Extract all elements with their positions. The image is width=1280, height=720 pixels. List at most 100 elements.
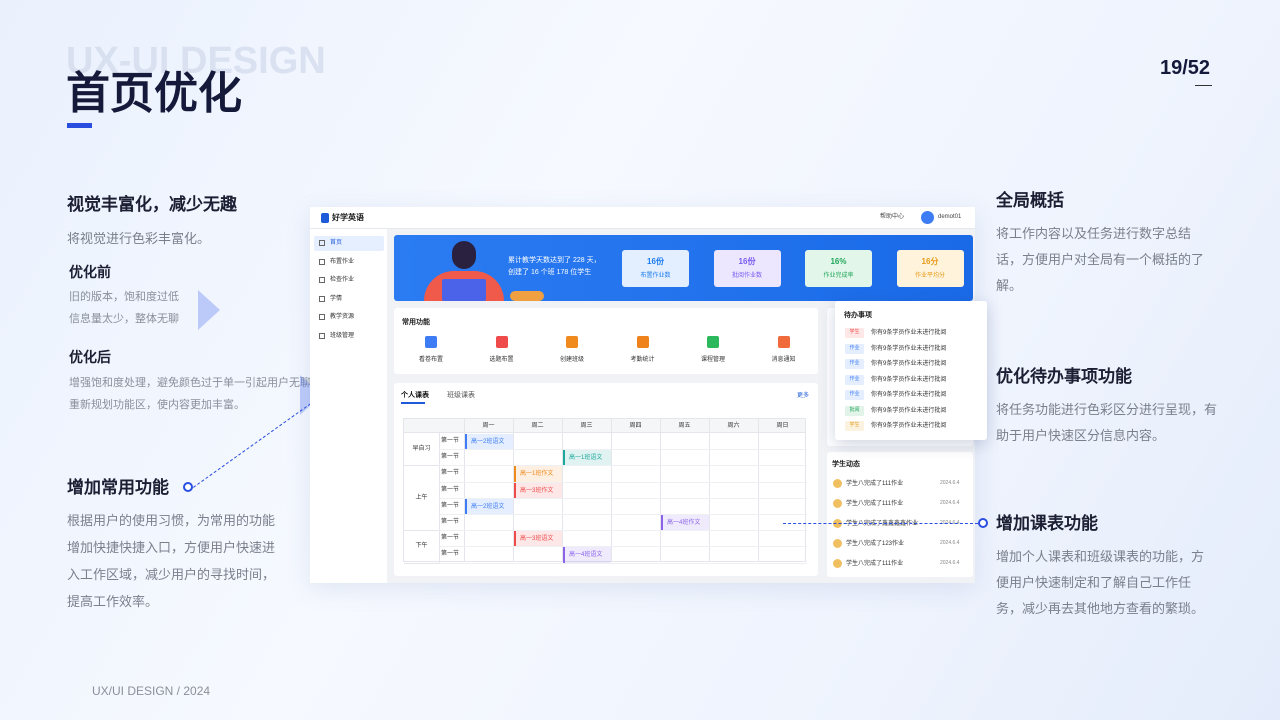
todo-text: 你有9条学员作业未进行批阅 (871, 361, 947, 367)
section-title: 增加课表功能 (996, 514, 1098, 533)
row-line (439, 562, 807, 564)
section-title: 增加常用功能 (67, 478, 169, 497)
tab: 班级课表 (447, 392, 475, 399)
menu-icon (319, 258, 325, 265)
row-line (439, 449, 807, 451)
col-line (464, 419, 465, 561)
activity-text: 学生八完成了111作业 (846, 561, 904, 567)
panel-title: 学生动态 (832, 461, 860, 468)
day-label: 周一 (482, 423, 495, 429)
shortcut-icon (425, 336, 437, 348)
stat-card: 16分 作业平均分 (896, 250, 964, 287)
activity-avatar (833, 499, 842, 508)
todo-tag: 作业 (845, 343, 864, 354)
course-text: 高一4班作文 (667, 520, 701, 526)
course-cell: 高一2班语文 (465, 434, 513, 450)
stat-label: 作业完成率 (823, 273, 854, 279)
table-header (404, 419, 805, 433)
course-cell: 高一4班作文 (661, 515, 709, 531)
todo-tag: 作业 (845, 374, 864, 385)
day-label: 周二 (531, 423, 544, 429)
topbar (310, 207, 975, 229)
stat-value: 16份 (647, 257, 664, 266)
course-text: 高一2班语文 (471, 503, 505, 510)
shortcut-label: 考勤统计 (630, 357, 655, 363)
menu-icon (319, 277, 325, 283)
shortcut-label: 看卷布置 (418, 357, 443, 363)
connector (783, 523, 978, 524)
period-label: 第一节 (441, 438, 460, 444)
arrow (198, 290, 220, 330)
slide-title: 首页优化 (66, 69, 242, 118)
dot (183, 482, 193, 492)
course-text: 高一1班语文 (569, 455, 603, 462)
todo-tag-text: 作业 (849, 344, 860, 351)
section-desc: 入工作区域，减少用户的寻找时间， (67, 567, 276, 582)
period-label: 第一节 (441, 535, 460, 542)
period-label: 第一节 (441, 519, 460, 525)
activity-avatar (833, 559, 842, 568)
activity-date: 2024.6.4 (940, 480, 960, 486)
logo (321, 213, 329, 223)
section-desc: 便用户快速制定和了解自己工作任 (996, 575, 1192, 590)
course-text: 高一4班语文 (569, 552, 603, 559)
col-line (660, 419, 661, 561)
col-line (709, 419, 710, 561)
col-line (513, 419, 514, 561)
shortcut-label: 课程管理 (700, 357, 725, 363)
day-label: 周四 (629, 423, 642, 429)
shortcuts-panel: 常用功能 看卷布置 选题布置 创建班级 考勤统计 课程管理 消息通知 (394, 308, 818, 374)
day-label: 周五 (678, 423, 691, 429)
section-desc: 话，方便用户对全局有一个概括的了 (996, 252, 1205, 267)
todo-tag: 学生 (845, 421, 864, 431)
section-desc: 增加快捷快捷入口，方便用户快速进 (67, 540, 276, 555)
todo-tag: 作业 (845, 390, 864, 400)
section-title: 视觉丰富化，减少无趣 (67, 195, 237, 214)
shortcut-label: 创建班级 (559, 357, 584, 363)
sub-desc: 旧的版本，饱和度过低 (69, 291, 179, 303)
footer: UX/UI DESIGN / 2024 (92, 684, 211, 698)
banner-text: 创建了 16 个班 178 位学生 (508, 269, 592, 276)
tab-underline (401, 402, 425, 404)
panel-title: 待办事项 (844, 312, 872, 319)
user-name: demot01 (938, 214, 962, 220)
activity-text: 学生八完成了123作业 (846, 541, 905, 547)
app-name: 好学英语 (332, 213, 364, 222)
day-label: 周三 (580, 423, 593, 429)
period-label: 第一节 (441, 502, 460, 509)
more-link: 更多 (797, 393, 810, 399)
section-desc: 将任务功能进行色彩区分进行呈现，有 (996, 402, 1218, 417)
menu-item: 首页 (330, 240, 343, 246)
col-line (562, 419, 563, 561)
todo-tag-text: 学生 (849, 329, 860, 335)
sub-title: 优化前 (69, 264, 111, 280)
section-desc: 务，减少再去其他地方查看的繁琐。 (996, 601, 1205, 616)
watermark: UX-UI DESIGN (66, 40, 326, 82)
activity-date: 2024.6.4 (940, 500, 960, 506)
todo-tag: 作业 (845, 359, 864, 369)
course-text: 高一3班作文 (520, 487, 554, 494)
todo-tag-text: 学生 (849, 422, 860, 428)
stat-label: 布置作业数 (640, 273, 671, 279)
activity-panel: 学生动态 学生八完成了111作业 2024.6.4 学生八完成了111作业 2024.6… (827, 452, 973, 577)
todo-text: 你有9条学员作业未进行批阅 (871, 407, 947, 414)
schedule-table: 周一 周二 周三 周四 周五 周六 周日 早自习 第一节 高一2班语文 第一节 高一1班语文 上午 第一节… (403, 418, 807, 564)
course-text: 高一1班作文 (520, 471, 554, 478)
row-line (439, 465, 807, 467)
period-label: 第一节 (441, 551, 460, 558)
todo-tag-text: 批阅 (849, 406, 860, 413)
period-label: 第一节 (441, 454, 460, 461)
help-link: 帮助中心 (880, 214, 905, 220)
section-title: 优化待办事项功能 (996, 367, 1132, 386)
panel-title: 常用功能 (402, 319, 430, 326)
menu-icon (319, 314, 325, 320)
todo-tag: 批阅 (845, 405, 864, 416)
stat-card: 16份布置作业数 (622, 250, 689, 287)
todo-tag-text: 作业 (849, 360, 860, 366)
course-cell: 高一3班作文 (514, 482, 562, 498)
todo-popup: 待办事项 学生 你有9条学员作业未进行批阅 作业 你有9条学员作业未进行批阅 作业 你有9条… (835, 301, 987, 440)
row-line (439, 546, 807, 548)
section-desc: 解。 (996, 278, 1023, 293)
shortcut-label: 消息通知 (771, 357, 796, 363)
